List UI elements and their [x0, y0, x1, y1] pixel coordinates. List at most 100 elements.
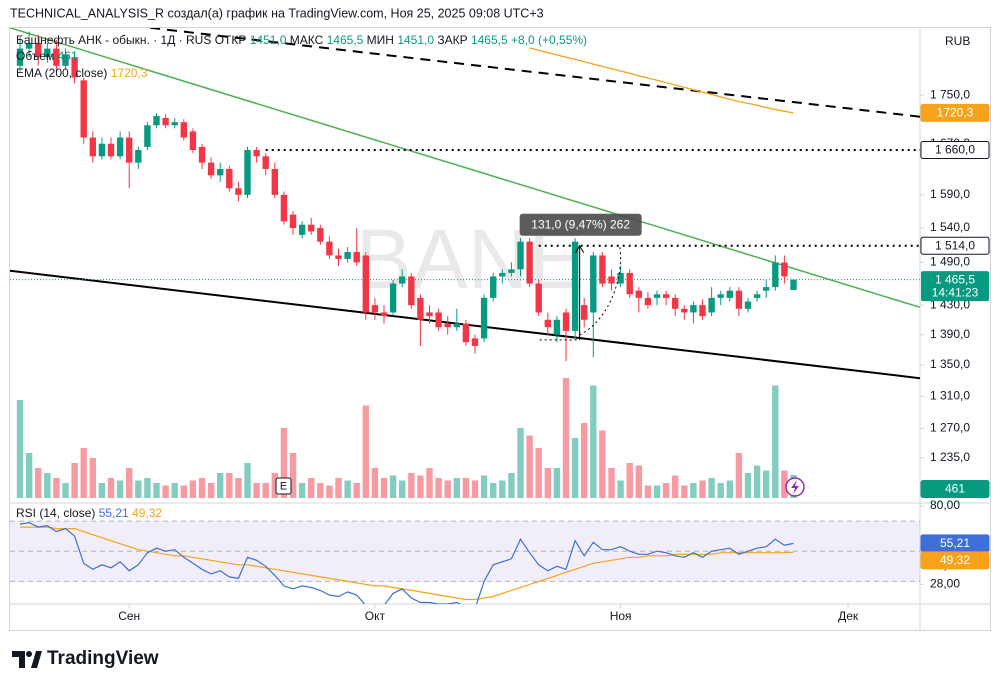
volume-bar: [462, 478, 470, 498]
volume-bar: [499, 480, 506, 498]
volume-bar: [544, 468, 551, 498]
level-box: [920, 141, 990, 160]
candle-body: [426, 312, 433, 317]
legend-key: ЗАКР: [437, 33, 467, 47]
candle-body: [362, 255, 369, 313]
volume-bar: [226, 473, 233, 498]
candle-body: [753, 294, 761, 298]
volume-bar: [426, 468, 433, 498]
y-tick-label: 1 310,0: [930, 388, 970, 402]
legend-value: 1451,0: [397, 33, 434, 47]
volume-bar: [735, 453, 743, 498]
header-text: TECHNICAL_ANALYSIS_R создал(а) график на…: [10, 6, 544, 20]
candle-body: [490, 276, 497, 298]
candle-body: [763, 287, 770, 291]
candle-body: [298, 224, 306, 235]
candle-body: [772, 262, 779, 288]
volume-bar: [362, 405, 369, 498]
volume-bar: [317, 483, 324, 498]
volume-bar: [144, 478, 151, 498]
rsi-label: 55,21: [940, 536, 970, 550]
ema-line: [529, 47, 794, 114]
volume-bar: [308, 478, 315, 498]
volume-bar: [253, 483, 260, 498]
candle-body: [35, 42, 42, 58]
volume-bar: [699, 480, 706, 498]
volume-bar: [490, 483, 497, 498]
candle-body: [116, 137, 124, 157]
currency: RUB: [945, 34, 970, 48]
measure-label-box: [519, 213, 642, 236]
volume-bar: [353, 483, 360, 498]
legend-key: МАКС: [290, 33, 324, 47]
measure-label: 131,0 (9,47%) 262: [531, 217, 630, 231]
candle-body: [608, 276, 615, 284]
volume-bar: [44, 473, 51, 498]
event-marker[interactable]: [275, 477, 292, 495]
candle-body: [144, 125, 151, 147]
candle-body: [408, 276, 415, 306]
candle-body: [262, 156, 269, 169]
legend-symbol: Башнефть АНК - обыкн. · 1Д · RUS: [16, 33, 211, 47]
candle-body: [781, 262, 788, 277]
volume-bar: [280, 428, 288, 498]
candle-body: [635, 290, 642, 298]
volume-bar: [207, 483, 215, 498]
y-tick-label: 1 590,0: [930, 187, 970, 201]
candle-body: [53, 48, 60, 66]
candle-body: [581, 305, 588, 320]
candle-body: [289, 214, 297, 229]
candle-body: [517, 241, 524, 270]
volume-bar: [62, 483, 69, 498]
candle-body: [308, 224, 315, 232]
candle-body: [553, 319, 561, 335]
candle-body: [672, 297, 679, 309]
y-tick-label: 1 750,0: [930, 87, 970, 101]
candle-body: [135, 150, 142, 163]
y-tick-label: 1 350,0: [930, 357, 970, 371]
level-box: [920, 236, 990, 255]
volume-bar: [517, 428, 524, 498]
trendline[interactable]: [10, 28, 920, 309]
volume-bar: [626, 463, 633, 498]
volume-bar: [526, 435, 533, 498]
candle-body: [16, 48, 24, 66]
volume-bar: [408, 473, 415, 498]
x-tick-label: Ноя: [610, 609, 632, 623]
volume-bar: [89, 458, 96, 498]
volume-bar: [162, 485, 169, 498]
candle-body: [335, 255, 342, 259]
candle-body: [480, 297, 488, 339]
volume-bar: [53, 478, 60, 498]
volume-bar: [399, 480, 406, 498]
candle-body: [280, 194, 288, 222]
candle-body: [207, 162, 215, 176]
volume-bar: [608, 468, 615, 498]
volume-bar: [753, 465, 761, 498]
candle-body: [98, 143, 106, 157]
candle-body: [590, 255, 597, 313]
candle-body: [471, 338, 479, 346]
candle-body: [171, 122, 178, 126]
logo-glyph: [26, 651, 32, 657]
candle-body: [326, 241, 333, 256]
volume-bar: [681, 485, 688, 498]
candle-body: [681, 308, 688, 313]
candle-body: [217, 168, 224, 176]
volume-bar: [389, 475, 397, 498]
candle-body: [244, 150, 251, 195]
candle-body: [790, 279, 797, 290]
candle-body: [617, 272, 624, 284]
volume-bar: [198, 478, 206, 498]
volume-bar: [16, 400, 24, 498]
volume-bar: [508, 473, 515, 498]
measure-curve: [579, 245, 622, 336]
volume-bar: [326, 485, 333, 498]
legend-row: EMA (200, close) 1720,3: [16, 66, 148, 80]
rsi-y-tick-label: 80,00: [930, 498, 960, 512]
candle-body: [744, 301, 752, 309]
volume-bar: [562, 378, 570, 498]
candle-body: [417, 297, 424, 320]
volume-bar: [235, 478, 242, 498]
